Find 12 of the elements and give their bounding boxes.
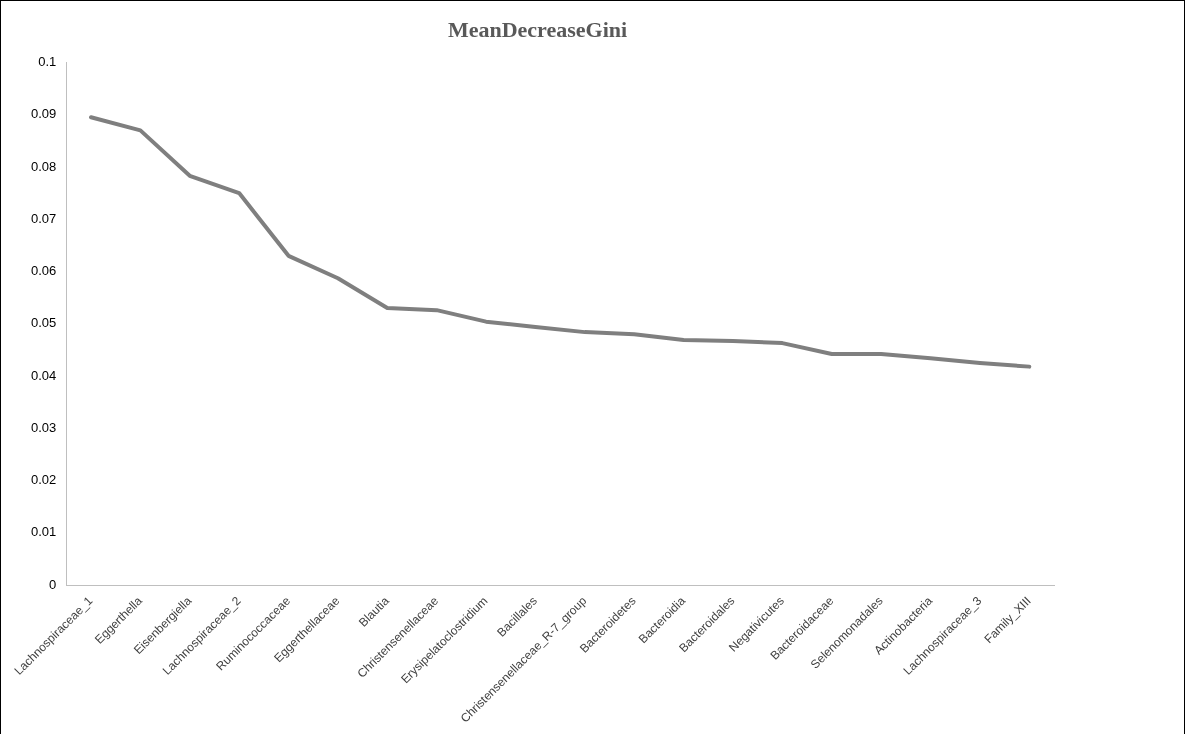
y-tick-label: 0.03 <box>30 419 57 435</box>
y-tick-label: 0.09 <box>30 106 57 122</box>
y-tick-label: 0.07 <box>30 210 57 226</box>
y-tick-label: 0.02 <box>30 472 57 488</box>
chart-title: MeanDecreaseGini <box>447 16 628 42</box>
y-tick-label: 0.04 <box>30 367 57 383</box>
y-tick-label: 0.01 <box>30 524 57 540</box>
y-tick-label: 0.1 <box>38 53 57 69</box>
y-tick-label: 0.08 <box>30 158 57 174</box>
y-tick-label: 0.05 <box>30 315 57 331</box>
y-tick-label: 0.06 <box>30 263 57 279</box>
y-tick-label: 0 <box>49 576 57 592</box>
